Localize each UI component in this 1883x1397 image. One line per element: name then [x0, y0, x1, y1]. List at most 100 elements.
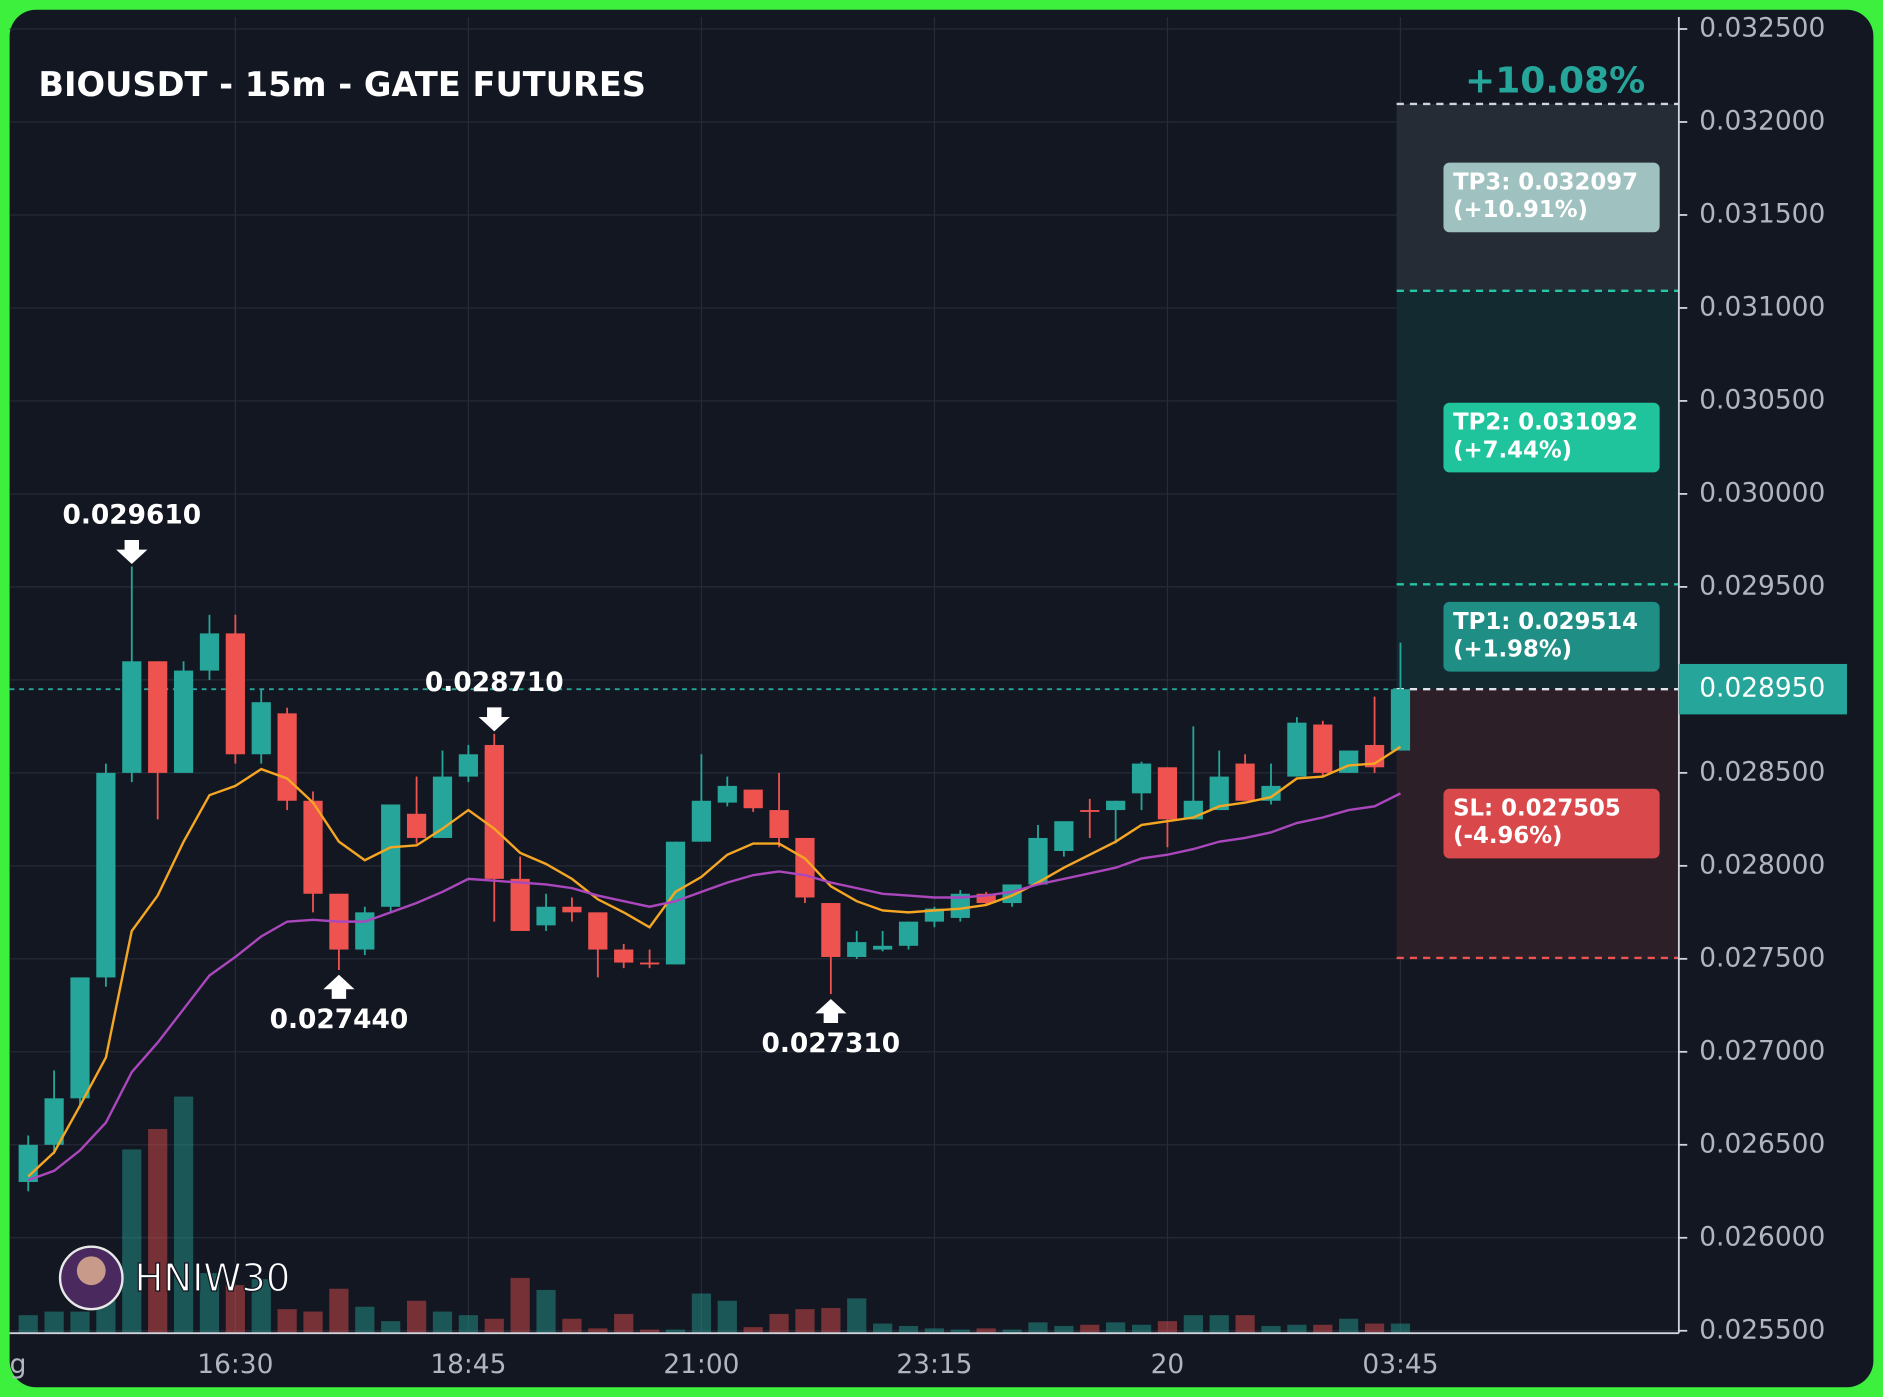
y-tick-label: 0.031500: [1699, 198, 1825, 229]
annotations: 0.029610 0.028710 0.027440 0.027310: [62, 500, 900, 1060]
level-pct: (+10.91%): [1453, 197, 1588, 223]
chart-title: BIOUSDT - 15m - GATE FUTURES: [38, 65, 646, 104]
candle-body: [562, 906, 582, 913]
level-pct: (+7.44%): [1453, 437, 1572, 463]
candle-body: [1080, 810, 1100, 812]
volume-bar: [536, 1289, 556, 1334]
candle-body: [1106, 800, 1126, 811]
volume-bar: [976, 1328, 996, 1334]
arrow-up: [815, 998, 847, 1023]
candle-body: [743, 789, 763, 809]
axes: 0.025500 0.026000 0.026500 0.027000 0.027500…: [9, 13, 1847, 1380]
volume-bar: [1339, 1318, 1359, 1334]
level-label: TP3: 0.032097: [1453, 169, 1638, 195]
volume-bar: [1390, 1323, 1411, 1334]
level-box: [1443, 402, 1660, 473]
volume-bar: [329, 1288, 349, 1334]
candle-body: [406, 813, 427, 838]
candle-body: [976, 893, 996, 904]
candle-body: [847, 942, 867, 957]
volume-bar: [355, 1306, 375, 1334]
arrow-down: [478, 707, 510, 732]
candle-body: [640, 962, 660, 965]
volume-bar: [640, 1329, 660, 1334]
candle-body: [873, 945, 893, 950]
candle-body: [1287, 722, 1307, 777]
volume-bar: [562, 1318, 582, 1334]
y-tick-label: 0.030000: [1699, 477, 1825, 508]
level-label: TP1: 0.029514: [1453, 609, 1638, 635]
target-label: +10.08%: [1465, 60, 1645, 101]
candle-body: [251, 702, 271, 755]
volume-bar: [70, 1311, 90, 1334]
volume-bar: [1106, 1322, 1126, 1334]
y-tick-label: 0.028500: [1699, 756, 1825, 787]
volume-bar: [1054, 1325, 1074, 1334]
y-tick-label: 0.026500: [1699, 1128, 1825, 1159]
y-tick-label: 0.027500: [1699, 942, 1825, 973]
y-tick-label: 0.026000: [1699, 1221, 1825, 1252]
volume-bar: [18, 1315, 38, 1334]
volume-bar: [1313, 1324, 1333, 1334]
y-tick-label: 0.029500: [1699, 570, 1825, 601]
volume-bar: [924, 1328, 945, 1334]
volume-bar: [1364, 1323, 1385, 1334]
volume-bar: [769, 1313, 789, 1334]
candle-body: [199, 633, 220, 671]
ma-line: [27, 792, 1402, 1182]
watermark: HNIW30: [135, 1256, 291, 1301]
candle-body: [1131, 763, 1152, 794]
volume-bar: [44, 1311, 64, 1334]
volume-bar: [691, 1293, 712, 1334]
y-tick-label: 0.025500: [1699, 1314, 1825, 1345]
candle-body: [432, 776, 453, 838]
volume-bar: [614, 1313, 634, 1334]
x-tick-label: 23:15: [896, 1349, 972, 1380]
candle-body: [691, 800, 712, 842]
level-label: TP2: 0.031092: [1453, 410, 1638, 436]
x-edge-label: g: [10, 1349, 27, 1380]
candle-body: [588, 912, 608, 950]
level-box: [1443, 788, 1660, 859]
volume-bar: [251, 1279, 271, 1334]
volume-bar: [950, 1329, 970, 1334]
candle-body: [173, 670, 194, 773]
volume-bar: [795, 1309, 815, 1334]
volume-bar: [225, 1285, 245, 1334]
level-box: [1443, 601, 1660, 672]
candle-body: [1313, 724, 1333, 773]
y-tick-label: 0.028000: [1699, 849, 1825, 880]
candle-body: [717, 785, 737, 803]
volume-bar: [484, 1318, 504, 1334]
volume-bar: [432, 1311, 453, 1334]
volume-bar: [821, 1307, 841, 1334]
annotation-label: 0.029610: [62, 500, 201, 531]
candle-body: [665, 841, 686, 965]
volume-bar: [1028, 1322, 1048, 1334]
volume-bar: [847, 1298, 867, 1334]
ma-line: [27, 745, 1402, 1178]
volume-bar: [1157, 1321, 1178, 1334]
candle-body: [1390, 689, 1411, 751]
level-box: [1443, 162, 1660, 233]
volume-bar: [1235, 1315, 1255, 1334]
candle-body: [795, 837, 815, 898]
volume-bar: [1002, 1329, 1022, 1334]
candle-body: [898, 921, 919, 946]
y-tick-label: 0.027000: [1699, 1035, 1825, 1066]
arrow-down: [116, 540, 148, 565]
volume-bar: [898, 1325, 919, 1334]
x-tick-label: 21:00: [663, 1349, 739, 1380]
y-tick-label: 0.032500: [1699, 13, 1825, 44]
price-tag: [1678, 663, 1847, 715]
volume-bar: [588, 1328, 608, 1334]
volume-bar: [199, 1273, 220, 1334]
volume: [18, 1096, 1411, 1334]
candle-body: [510, 878, 530, 931]
volume-bar: [458, 1315, 478, 1334]
candle-body: [1054, 821, 1074, 851]
candle-body: [950, 893, 970, 918]
volume-bar: [1287, 1324, 1307, 1334]
volume-bar: [1080, 1324, 1100, 1334]
